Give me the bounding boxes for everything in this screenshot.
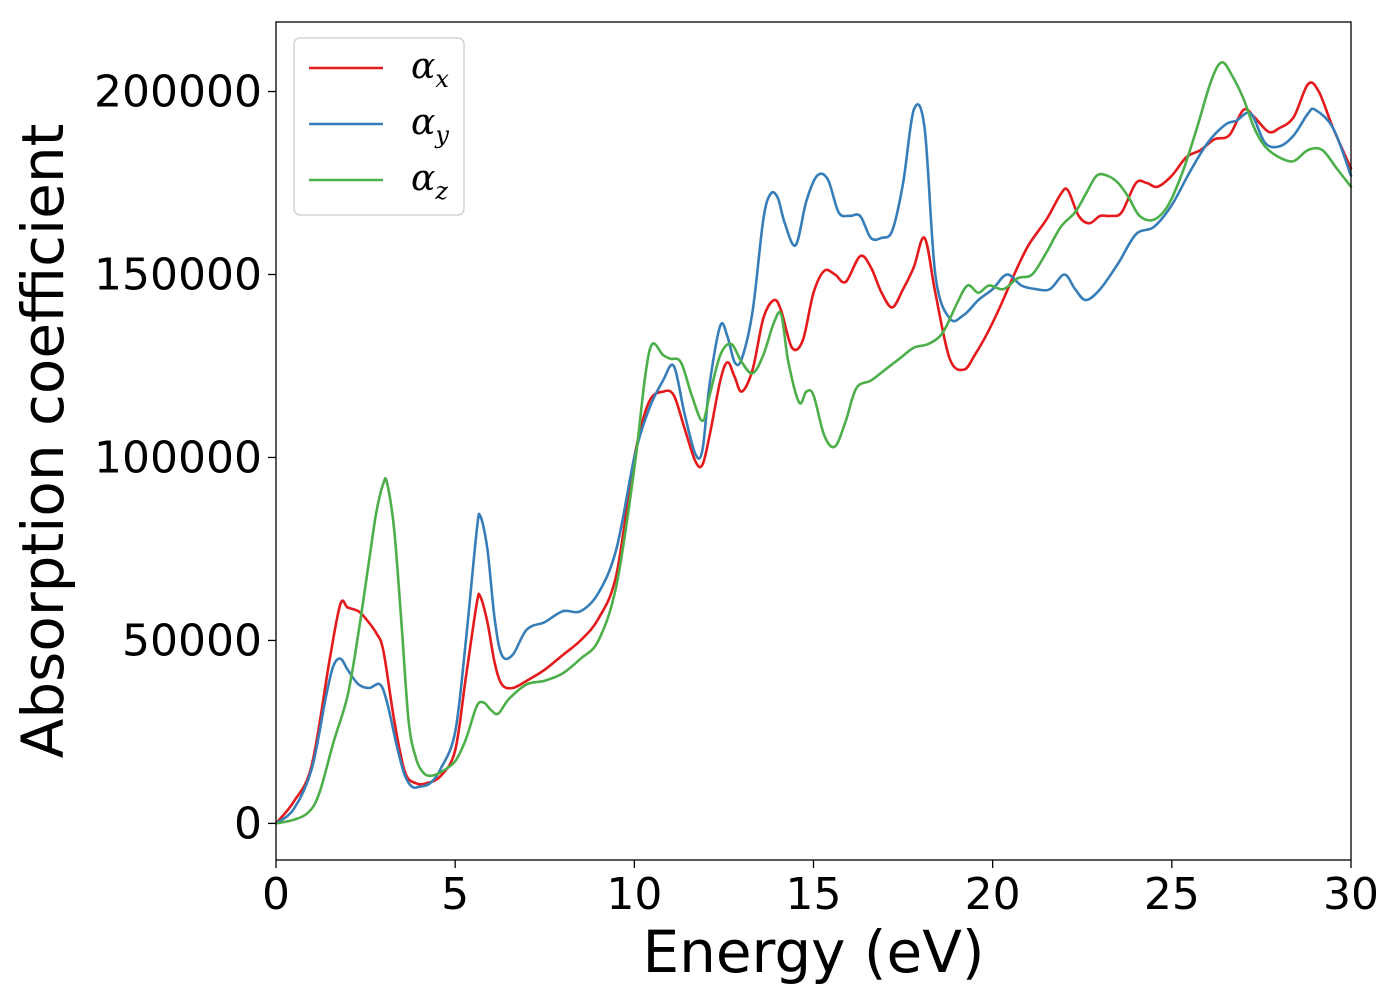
y-tick-label: 50000: [122, 615, 262, 666]
legend-frame: [293, 37, 465, 216]
x-axis-title: Energy (eV): [642, 918, 984, 986]
series-layer: [274, 61, 1353, 825]
x-axis-ticks: 0 5 10 15 20 25 30: [262, 860, 1379, 920]
series-line-x: [274, 81, 1353, 825]
y-axis-title: Absorption coefficient: [9, 124, 77, 759]
x-tick-label: 0: [262, 869, 290, 920]
x-tick-label: 30: [1323, 869, 1379, 920]
y-tick-label: 200000: [94, 67, 262, 118]
x-tick-label: 5: [441, 869, 469, 920]
x-tick-label: 20: [965, 869, 1021, 920]
series-line-z: [274, 61, 1353, 825]
y-tick-label: 100000: [94, 432, 262, 483]
x-tick-label: 25: [1144, 869, 1200, 920]
y-tick-label: 150000: [94, 249, 262, 300]
legend-label-z: αz: [411, 158, 448, 205]
series-line-y: [274, 103, 1353, 825]
x-tick-label: 10: [606, 869, 662, 920]
y-axis-ticks: 0 50000 100000 150000 200000: [94, 67, 276, 849]
y-tick-label: 0: [234, 798, 262, 849]
x-tick-label: 15: [786, 869, 842, 920]
